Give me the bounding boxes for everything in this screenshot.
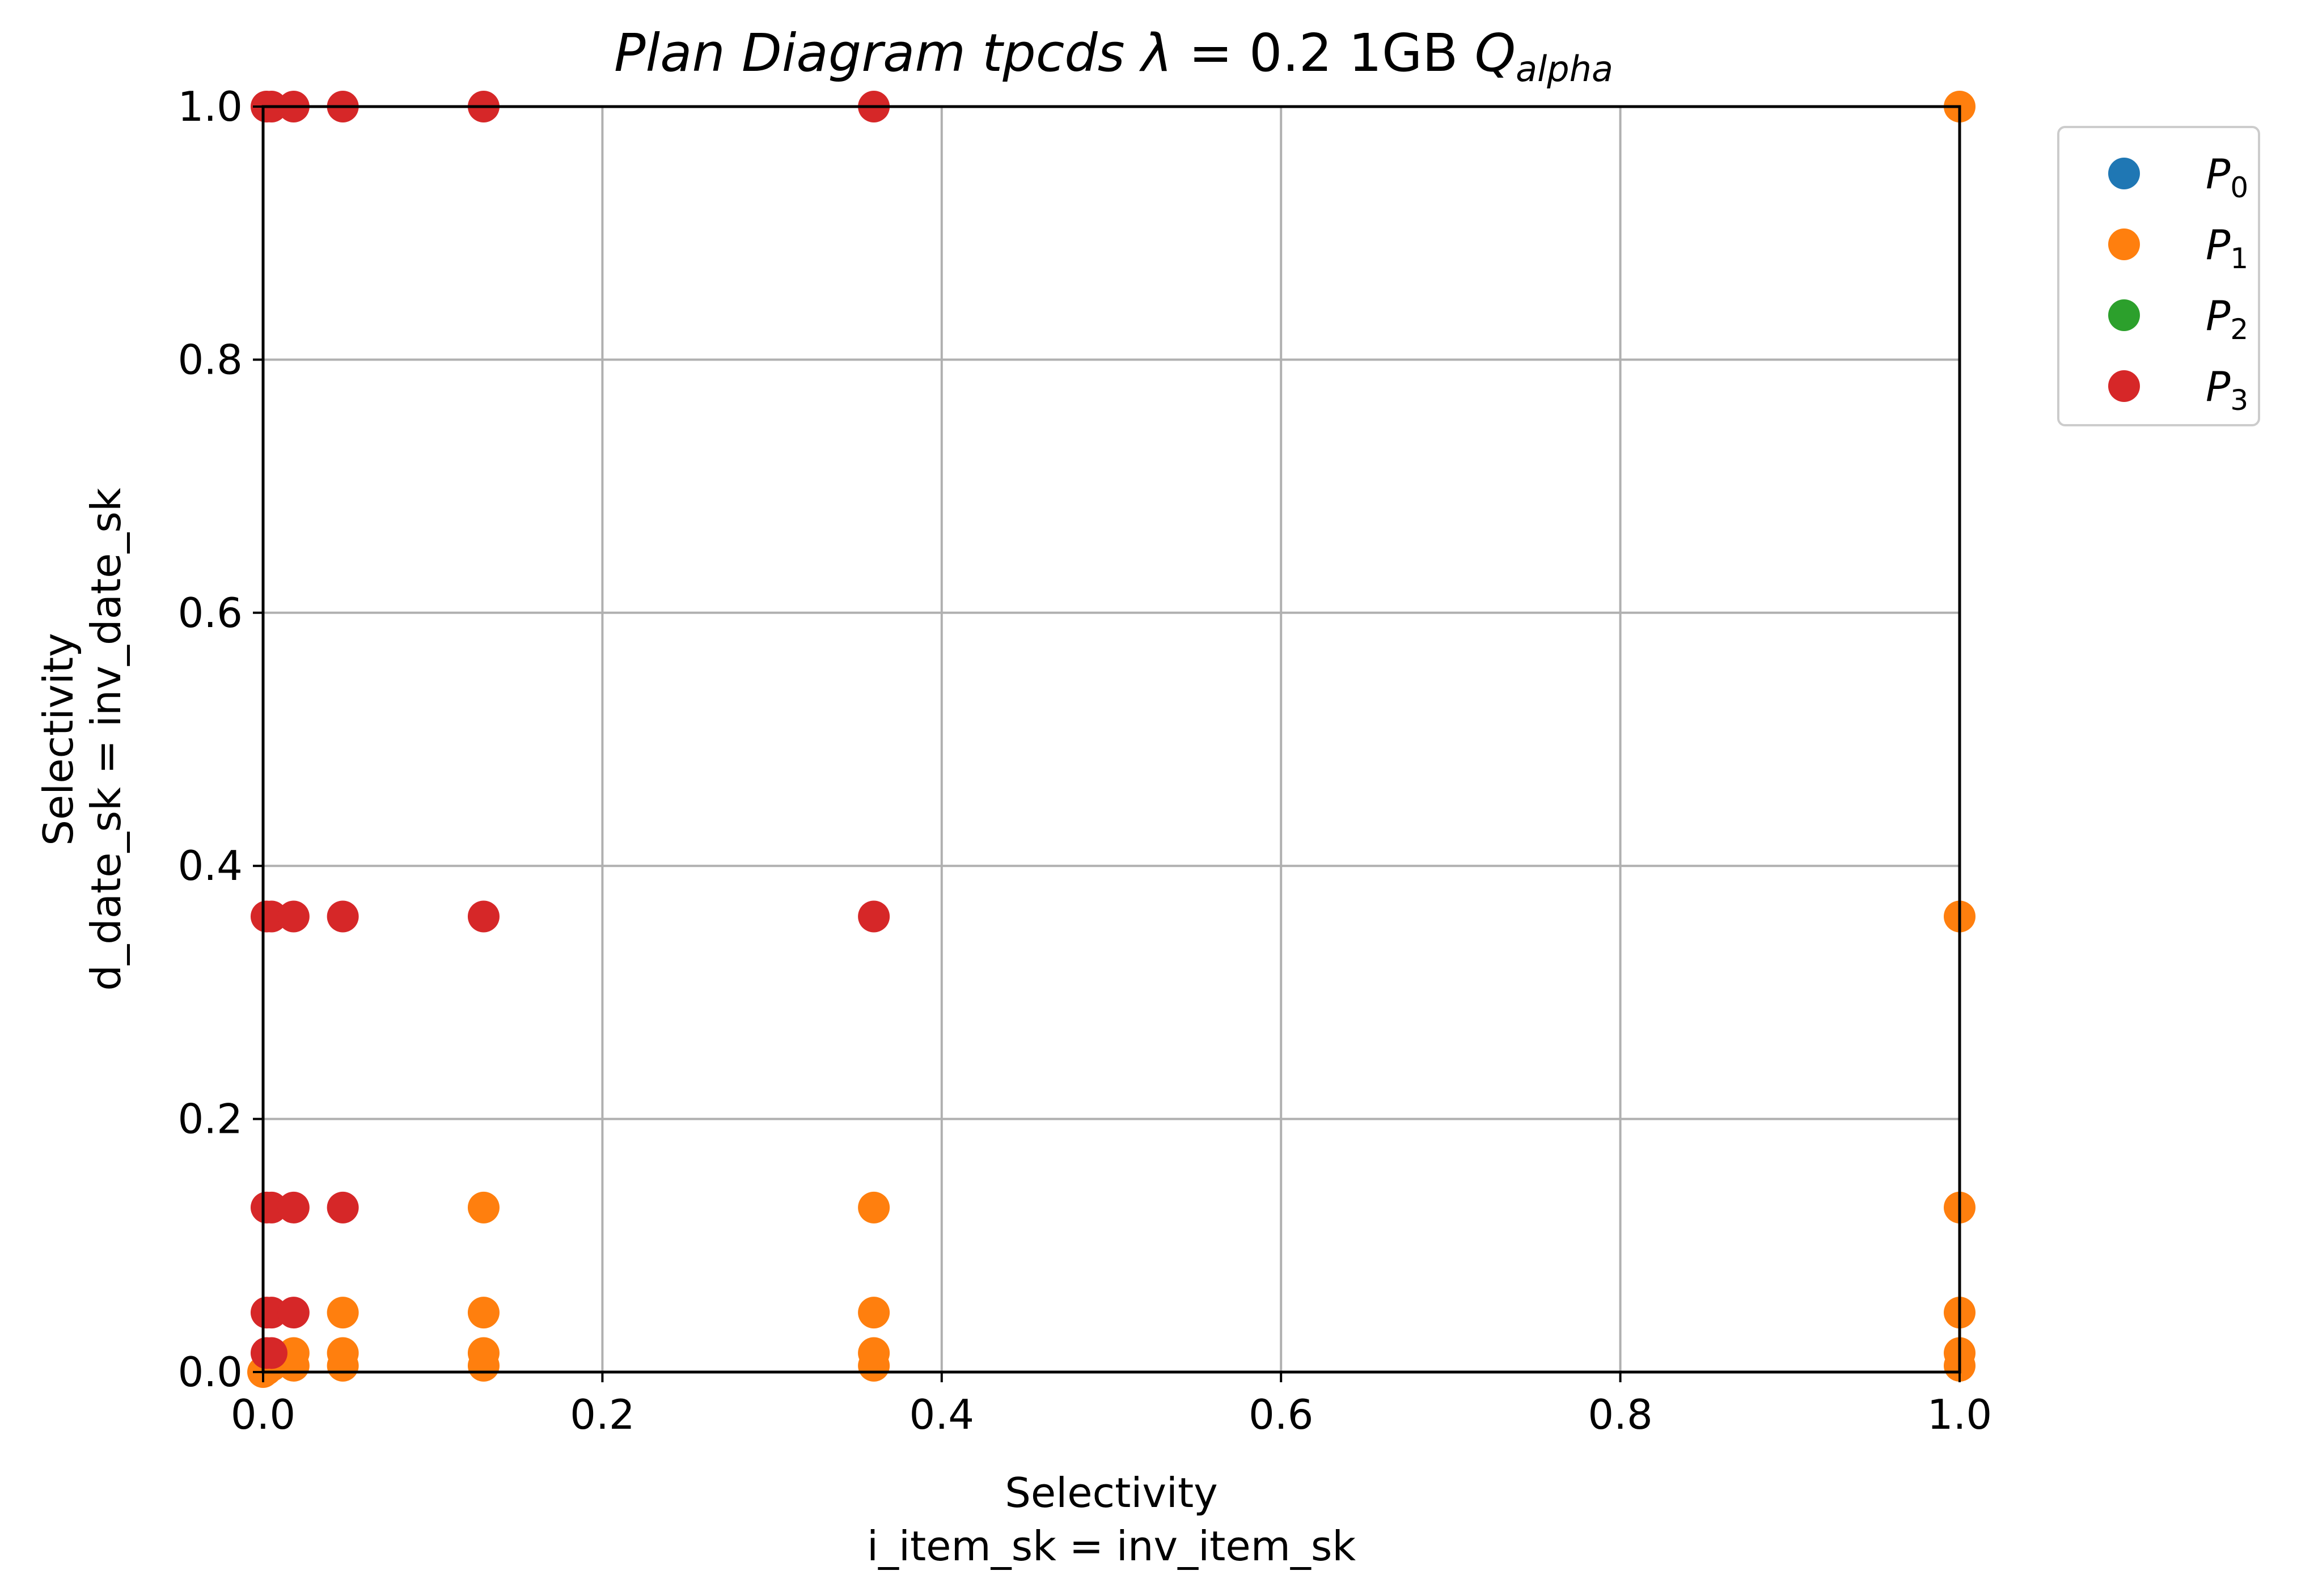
x-tick-label: 0.4 — [910, 1391, 975, 1438]
legend: P0 P1 P2 P3 — [2057, 126, 2260, 426]
plot-frame — [261, 105, 1961, 1374]
x-tick-label: 0.2 — [570, 1391, 635, 1438]
data-point-p3 — [277, 1191, 310, 1224]
data-point-p1 — [467, 1337, 500, 1369]
data-point-p1 — [277, 1337, 310, 1369]
data-point-p1 — [467, 1191, 500, 1224]
x-tick-label: 0.6 — [1249, 1391, 1314, 1438]
y-tick-label: 1.0 — [177, 83, 243, 130]
data-point-p3 — [327, 900, 359, 933]
x-tick-label: 1.0 — [1927, 1391, 1993, 1438]
y-tick-label: 0.2 — [177, 1095, 243, 1143]
y-tick-label: 0.6 — [177, 589, 243, 637]
data-point-p1 — [327, 1297, 359, 1329]
grid-lines — [262, 105, 1961, 1373]
x-axis-label-line2: i_item_sk = inv_item_sk — [867, 1522, 1356, 1570]
data-point-p3 — [327, 1191, 359, 1224]
data-point-p1 — [858, 1191, 890, 1224]
x-axis-ticks: 0.0 0.2 0.4 0.6 0.8 1.0 — [231, 1372, 1993, 1438]
legend-marker — [2108, 228, 2140, 260]
legend-items: P0 P1 P2 P3 — [2108, 150, 2248, 417]
legend-label: P2 — [2206, 292, 2248, 346]
data-point-p1 — [327, 1337, 359, 1369]
y-tick-label: 0.8 — [177, 336, 243, 383]
x-tick-label: 0.8 — [1588, 1391, 1653, 1438]
data-point-p1 — [858, 1297, 890, 1329]
data-point-p1 — [467, 1297, 500, 1329]
y-axis-label-line2: d_date_sk = inv_date_sk — [82, 488, 130, 990]
y-tick-label: 0.0 — [177, 1348, 243, 1396]
legend-label: P1 — [2206, 221, 2248, 275]
data-point-p3 — [277, 1297, 310, 1329]
data-point-p3 — [858, 900, 890, 933]
legend-frame — [2057, 126, 2260, 426]
y-axis-label-line1: Selectivity — [35, 633, 82, 846]
data-point-p3 — [467, 900, 500, 933]
x-axis-label-line1: Selectivity — [1005, 1469, 1218, 1517]
y-axis-ticks: 0.0 0.2 0.4 0.6 0.8 1.0 — [177, 83, 263, 1396]
data-point-p3 — [255, 1337, 287, 1369]
legend-marker — [2108, 158, 2140, 189]
y-tick-label: 0.4 — [177, 842, 243, 890]
chart-title: Plan Diagram tpcds λ = 0.2 1GB Qalpha — [614, 23, 1613, 90]
legend-marker — [2108, 370, 2140, 402]
data-point-p1 — [858, 1337, 890, 1369]
data-point-p3 — [277, 900, 310, 933]
legend-label: P0 — [2206, 150, 2248, 204]
legend-marker — [2108, 299, 2140, 331]
x-tick-label: 0.0 — [231, 1391, 296, 1438]
legend-label: P3 — [2206, 363, 2248, 417]
